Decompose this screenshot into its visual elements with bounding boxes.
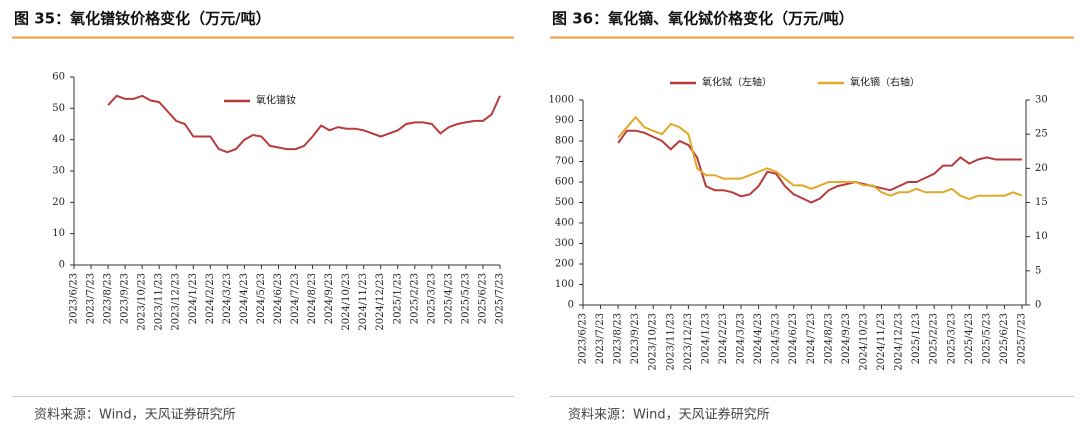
y-tick-label: 300: [555, 238, 574, 249]
y-tick-label: 0: [59, 260, 65, 271]
legend-label: 氧化镨钕: [256, 94, 296, 107]
y-tick-label: 800: [555, 136, 574, 147]
x-tick-label: 2024/5/23: [256, 273, 267, 324]
x-tick-label: 2025/4/23: [964, 313, 975, 364]
x-tick-label: 2023/8/23: [103, 273, 114, 324]
x-tick-label: 2025/3/23: [426, 273, 437, 324]
x-tick-label: 2023/10/23: [648, 313, 659, 371]
y-tick-label: 700: [555, 156, 574, 167]
x-tick-label: 2024/5/23: [771, 313, 782, 364]
x-tick-label: 2024/3/23: [736, 313, 747, 364]
y2-tick-label: 20: [1035, 163, 1048, 174]
legend-label: 氧化铽（左轴）: [702, 76, 772, 89]
x-tick-label: 2023/12/23: [171, 273, 182, 331]
y2-tick-label: 5: [1035, 265, 1041, 276]
x-tick-label: 2024/6/23: [273, 273, 284, 324]
y-tick-label: 60: [52, 72, 65, 83]
y-tick-label: 0: [568, 300, 574, 311]
x-tick-label: 2025/4/23: [443, 273, 454, 324]
y-tick-label: 30: [52, 166, 65, 177]
x-tick-label: 2024/9/23: [324, 273, 335, 324]
series-line: [617, 129, 1022, 204]
x-tick-label: 2023/7/23: [595, 313, 606, 364]
x-tick-label: 2023/9/23: [630, 313, 641, 364]
series-line: [107, 94, 501, 154]
x-tick-label: 2024/1/23: [700, 313, 711, 364]
x-tick-label: 2025/7/23: [495, 273, 506, 324]
x-tick-label: 2025/5/23: [460, 273, 471, 324]
x-tick-label: 2025/2/23: [929, 313, 940, 364]
x-tick-label: 2025/1/23: [392, 273, 403, 324]
x-tick-label: 2025/5/23: [981, 313, 992, 364]
x-tick-label: 2024/9/23: [841, 313, 852, 364]
y2-tick-label: 25: [1035, 129, 1048, 140]
y2-tick-label: 0: [1035, 300, 1041, 311]
y-tick-label: 50: [52, 103, 65, 114]
y-tick-label: 900: [555, 115, 574, 126]
x-tick-label: 2024/12/23: [375, 273, 386, 331]
y-tick-label: 400: [555, 218, 574, 229]
y-tick-label: 1000: [549, 95, 574, 106]
x-tick-label: 2024/11/23: [358, 273, 369, 331]
y-tick-label: 500: [555, 197, 574, 208]
x-tick-label: 2023/7/23: [86, 273, 97, 324]
x-tick-label: 2025/7/23: [1017, 313, 1028, 364]
chart-title: 图 35：氧化镨钕价格变化（万元/吨）: [14, 10, 271, 28]
x-tick-label: 2024/2/23: [718, 313, 729, 364]
y-tick-label: 20: [52, 197, 65, 208]
x-tick-label: 2023/9/23: [120, 273, 131, 324]
x-tick-label: 2024/3/23: [222, 273, 233, 324]
source-note: 资料来源：Wind，天风证券研究所: [568, 407, 770, 423]
x-tick-label: 2024/10/23: [341, 273, 352, 331]
x-tick-label: 2023/12/23: [683, 313, 694, 371]
x-tick-label: 2025/2/23: [409, 273, 420, 324]
x-tick-label: 2025/1/23: [911, 313, 922, 364]
x-tick-label: 2025/3/23: [946, 313, 957, 364]
x-tick-label: 2023/6/23: [69, 273, 80, 324]
x-tick-label: 2024/4/23: [239, 273, 250, 324]
x-tick-label: 2025/6/23: [477, 273, 488, 324]
x-tick-label: 2024/8/23: [823, 313, 834, 364]
x-tick-label: 2024/1/23: [188, 273, 199, 324]
x-tick-label: 2025/6/23: [999, 313, 1010, 364]
x-tick-label: 2024/4/23: [753, 313, 764, 364]
y-tick-label: 40: [52, 134, 65, 145]
source-note: 资料来源：Wind，天风证券研究所: [34, 407, 236, 423]
chart-title: 图 36：氧化镝、氧化铽价格变化（万元/吨）: [552, 10, 854, 28]
x-tick-label: 2024/10/23: [858, 313, 869, 371]
x-tick-label: 2024/12/23: [894, 313, 905, 371]
x-tick-label: 2024/11/23: [876, 313, 887, 371]
x-tick-label: 2024/8/23: [307, 273, 318, 324]
y-tick-label: 600: [555, 177, 574, 188]
y-tick-label: 10: [52, 228, 65, 239]
y2-tick-label: 15: [1035, 197, 1048, 208]
x-tick-label: 2023/11/23: [154, 273, 165, 331]
x-tick-label: 2023/6/23: [578, 313, 589, 364]
y2-tick-label: 10: [1035, 231, 1048, 242]
legend-label: 氧化镝（右轴）: [850, 76, 920, 89]
x-tick-label: 2023/10/23: [137, 273, 148, 331]
x-tick-label: 2023/8/23: [613, 313, 624, 364]
y-tick-label: 200: [555, 259, 574, 270]
x-tick-label: 2023/11/23: [665, 313, 676, 371]
x-tick-label: 2024/7/23: [806, 313, 817, 364]
y2-tick-label: 30: [1035, 95, 1048, 106]
x-tick-label: 2024/6/23: [788, 313, 799, 364]
x-tick-label: 2024/7/23: [290, 273, 301, 324]
y-tick-label: 100: [555, 279, 574, 290]
x-tick-label: 2024/2/23: [205, 273, 216, 324]
series-line: [617, 115, 1023, 201]
